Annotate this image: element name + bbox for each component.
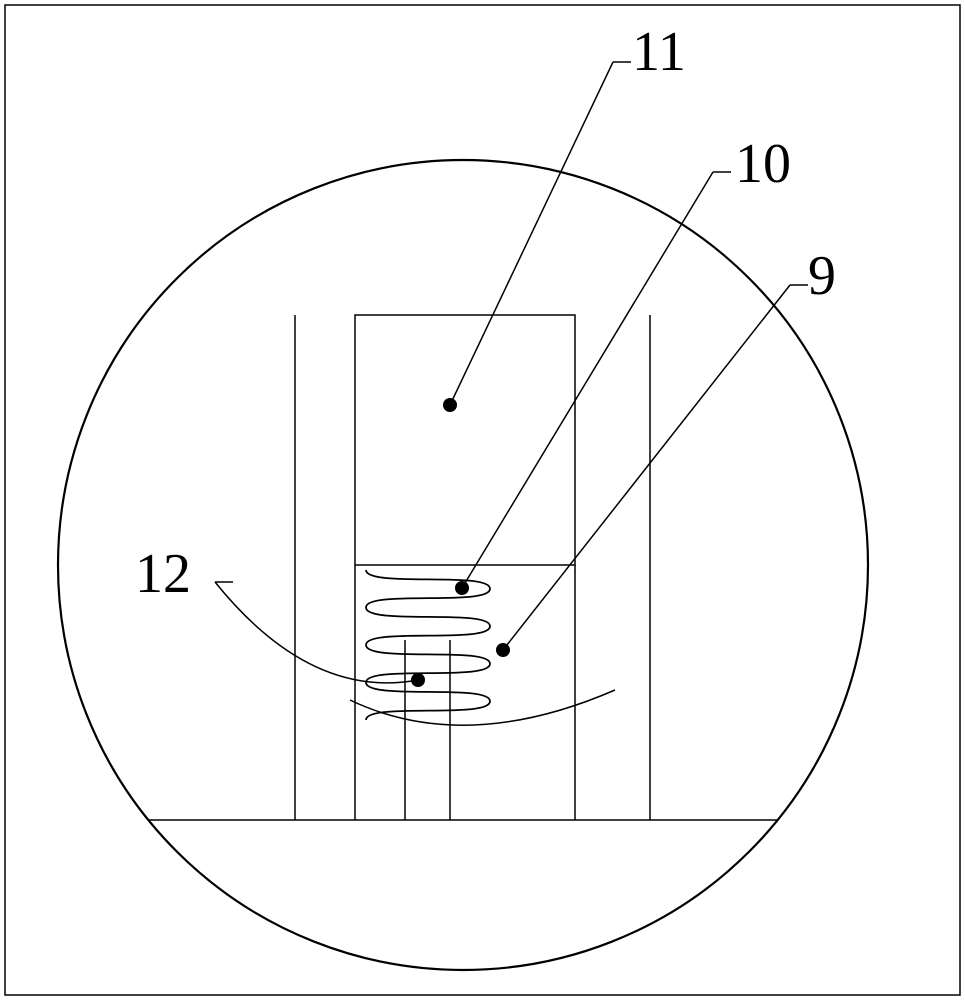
callout-label-10: 10: [735, 133, 791, 195]
callout-label-11: 11: [632, 21, 686, 83]
technical-drawing-svg: 11 10 9 12: [0, 0, 965, 1000]
callout-label-9: 9: [808, 245, 836, 307]
diagram-canvas: 11 10 9 12: [0, 0, 965, 1000]
callout-label-12: 12: [135, 543, 191, 605]
